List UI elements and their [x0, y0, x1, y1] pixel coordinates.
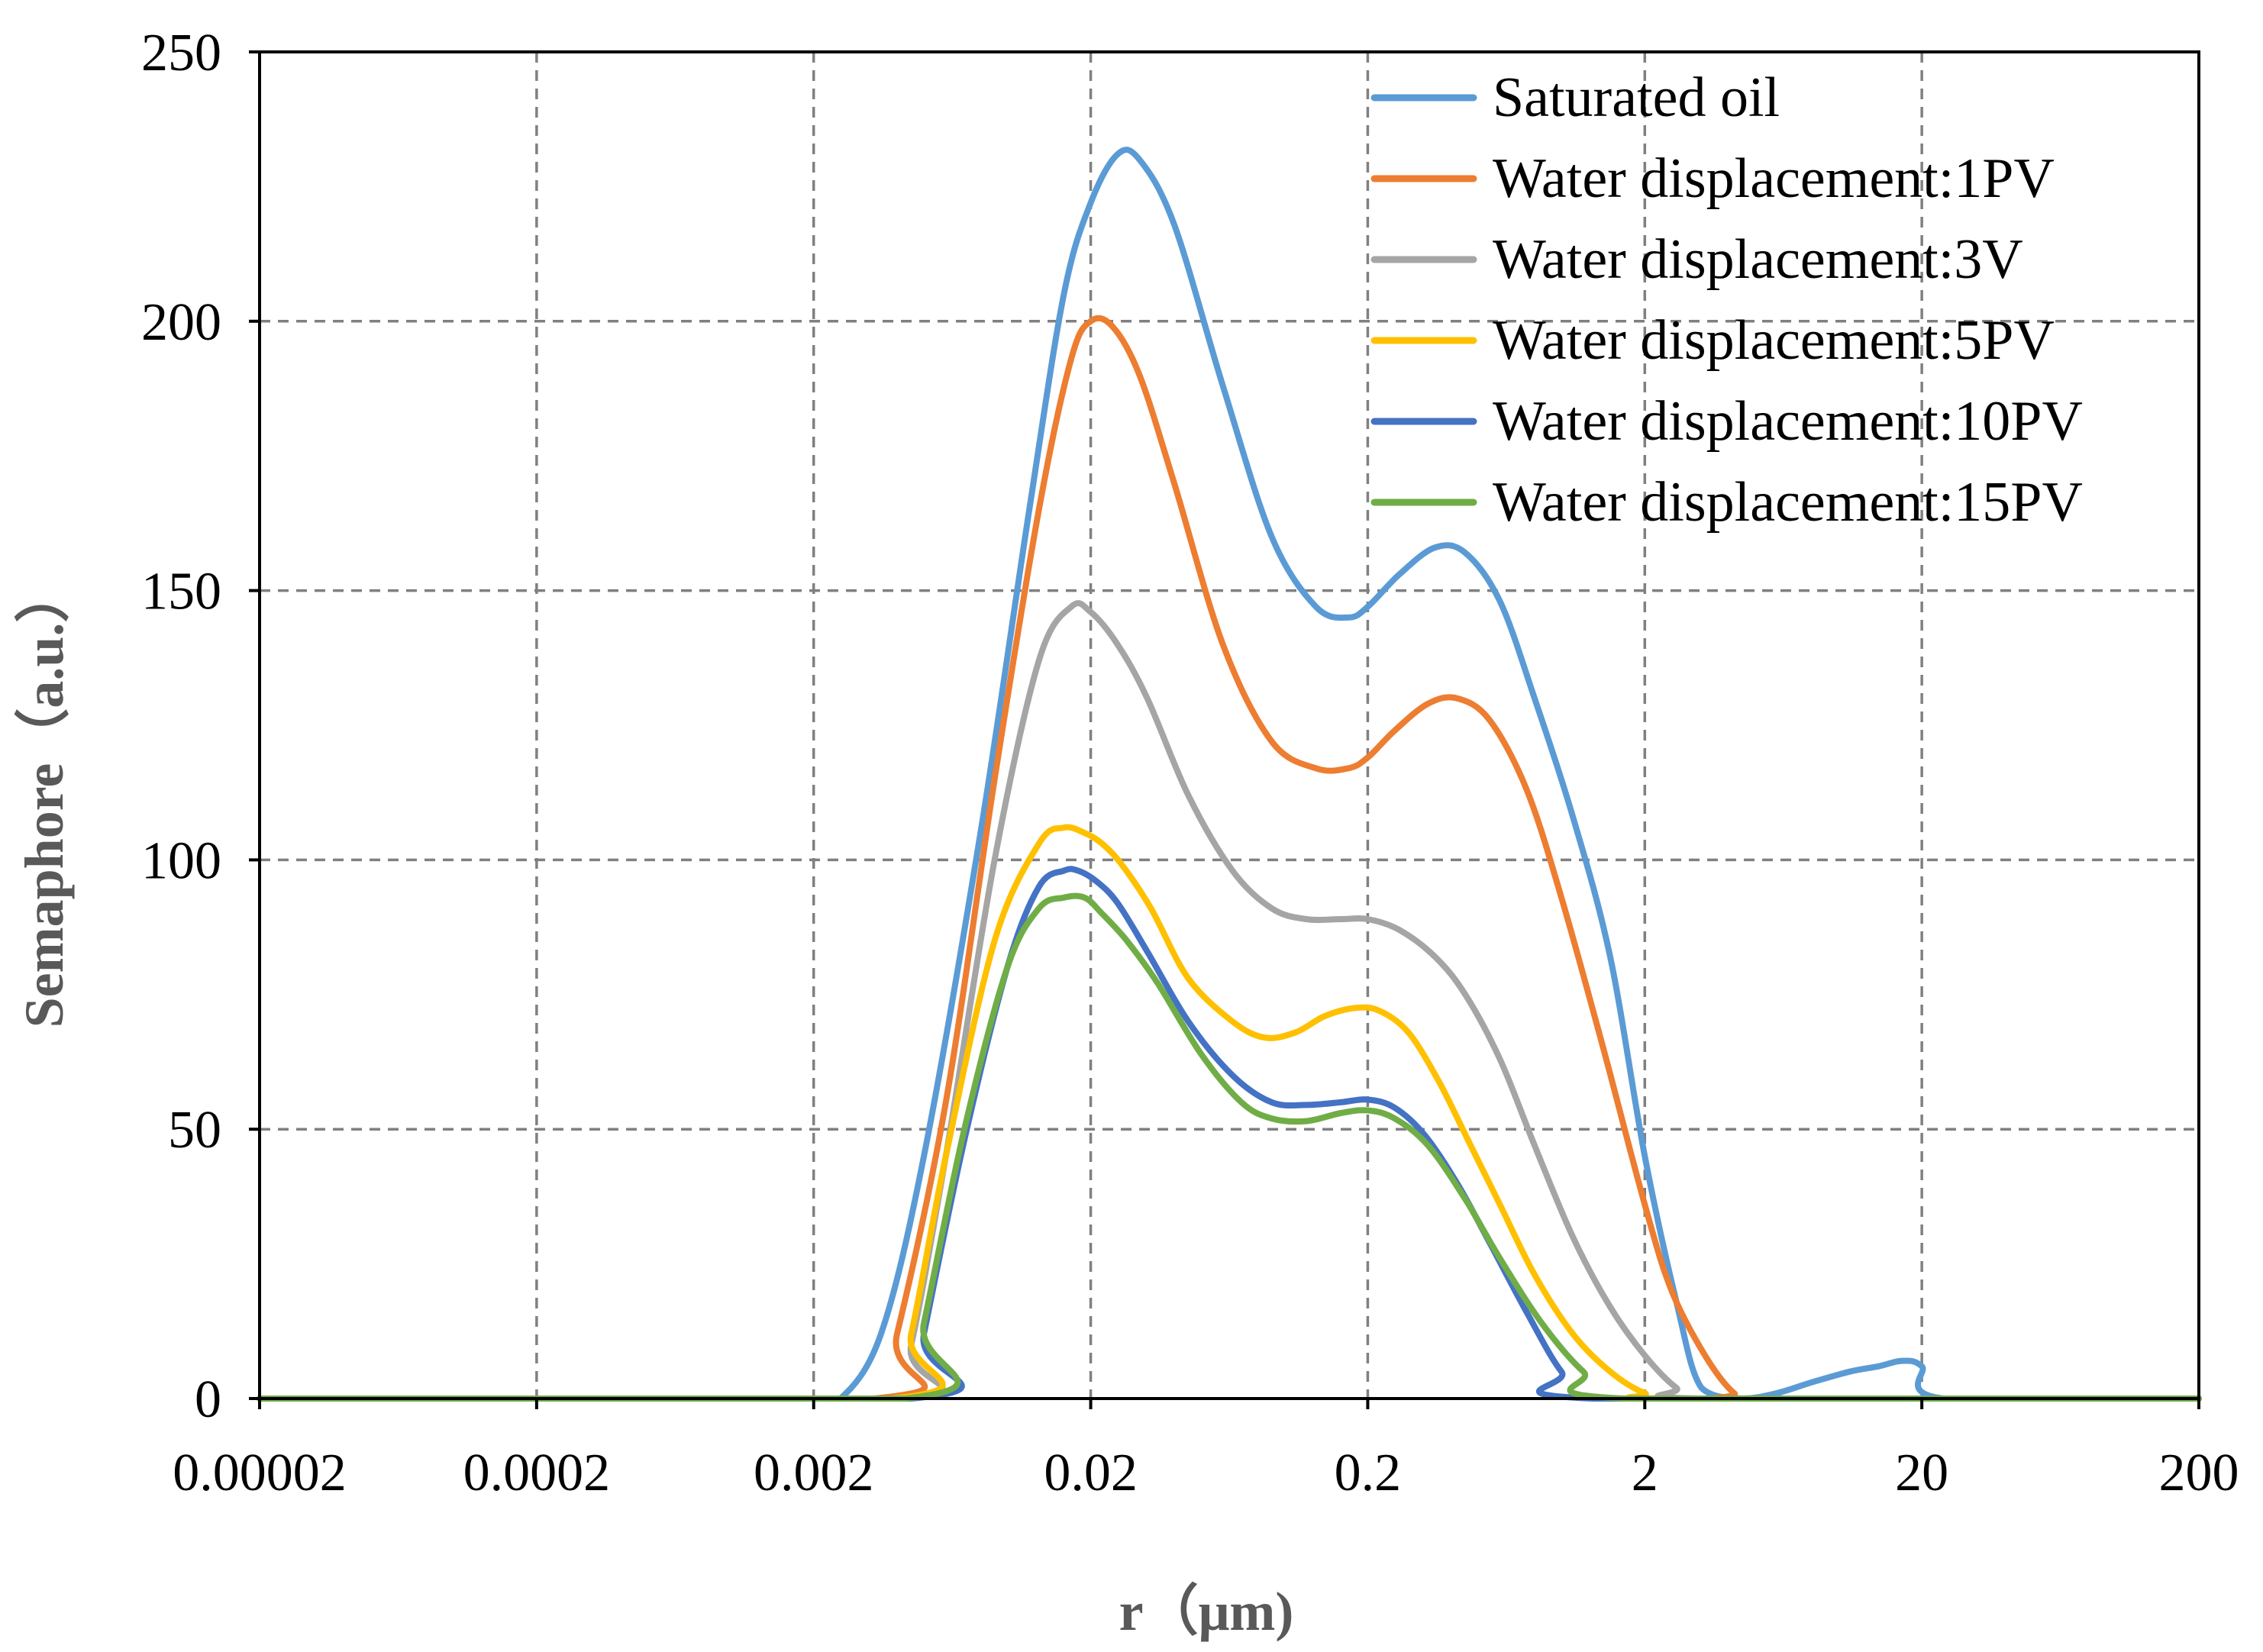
legend-label-5: Water displacement:10PV: [1493, 390, 2083, 453]
x-axis-ticks: 0.00002 0.0002 0.002 0.02 0.2 2 20 200: [173, 1399, 2239, 1502]
legend-label-6: Water displacement:15PV: [1493, 471, 2083, 534]
x-tick-label: 200: [2159, 1444, 2239, 1502]
y-tick-label: 100: [141, 831, 221, 890]
y-tick-label: 50: [168, 1101, 221, 1160]
x-tick-label: 0.0002: [463, 1444, 611, 1502]
x-tick-label: 2: [1632, 1444, 1658, 1502]
x-axis-title: r（μm): [1119, 1581, 1294, 1642]
series-line-6: [257, 892, 2202, 1402]
series-line-2: [257, 315, 2202, 1402]
legend-label-1: Saturated oil: [1493, 66, 1780, 129]
y-tick-label: 200: [141, 293, 221, 352]
legend: Saturated oil Water displacement:1PV Water…: [1370, 66, 2083, 534]
y-axis-title: Semaphore（a.u.）: [14, 568, 75, 1028]
y-tick-label: 0: [195, 1370, 221, 1429]
series-line-1: [257, 147, 2202, 1402]
x-tick-label: 20: [1895, 1444, 1948, 1502]
plot-area-frame: [258, 50, 2200, 1400]
x-tick-label: 0.002: [754, 1444, 874, 1502]
legend-label-2: Water displacement:1PV: [1493, 147, 2055, 210]
y-tick-label: 150: [141, 563, 221, 621]
grid-lines: [260, 52, 2199, 1399]
y-axis-ticks: 0 50 100 150 200 250: [141, 24, 260, 1429]
x-tick-label: 0.2: [1335, 1444, 1402, 1502]
series-line-4: [257, 824, 2202, 1402]
series-lines: [257, 147, 2202, 1402]
legend-label-3: Water displacement:3V: [1493, 228, 2023, 291]
x-tick-label: 0.00002: [173, 1444, 347, 1502]
x-tick-label: 0.02: [1044, 1444, 1138, 1502]
y-tick-label: 250: [141, 24, 221, 82]
legend-label-4: Water displacement:5PV: [1493, 309, 2055, 372]
